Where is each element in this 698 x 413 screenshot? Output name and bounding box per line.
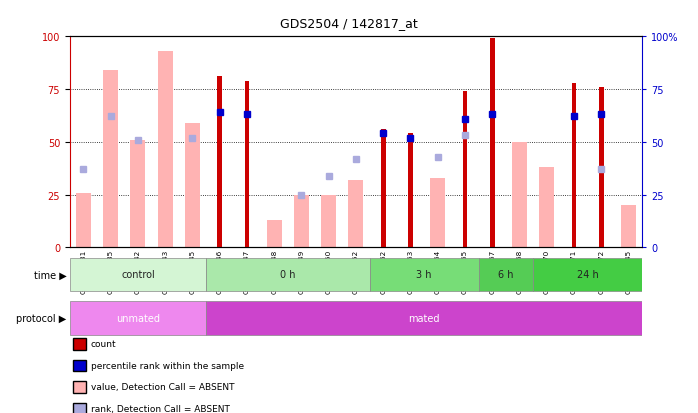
Bar: [540, 168, 554, 248]
Bar: [103, 71, 118, 248]
Bar: [621, 206, 636, 248]
Bar: [70, 301, 206, 335]
Text: value, Detection Call = ABSENT: value, Detection Call = ABSENT: [91, 382, 235, 392]
Bar: [512, 142, 527, 248]
Bar: [158, 52, 172, 248]
Bar: [70, 258, 206, 292]
Text: count: count: [91, 339, 117, 349]
Bar: [206, 301, 642, 335]
Text: control: control: [121, 270, 155, 280]
Bar: [131, 140, 145, 248]
Bar: [463, 92, 468, 248]
Bar: [408, 134, 413, 248]
Bar: [370, 258, 479, 292]
Bar: [490, 39, 495, 248]
Bar: [533, 258, 642, 292]
Bar: [185, 123, 200, 248]
Bar: [294, 195, 309, 248]
Text: percentile rank within the sample: percentile rank within the sample: [91, 361, 244, 370]
Text: rank, Detection Call = ABSENT: rank, Detection Call = ABSENT: [91, 404, 230, 413]
Bar: [479, 258, 533, 292]
Bar: [267, 221, 282, 248]
Bar: [217, 77, 222, 248]
Text: 0 h: 0 h: [280, 270, 295, 280]
Bar: [206, 258, 370, 292]
Text: mated: mated: [408, 313, 440, 323]
Text: time ▶: time ▶: [34, 270, 66, 280]
Text: 6 h: 6 h: [498, 270, 514, 280]
Text: GDS2504 / 142817_at: GDS2504 / 142817_at: [280, 17, 418, 29]
Text: protocol ▶: protocol ▶: [16, 313, 66, 323]
Text: unmated: unmated: [116, 313, 160, 323]
Bar: [244, 81, 249, 248]
Text: 24 h: 24 h: [577, 270, 598, 280]
Bar: [381, 130, 386, 248]
Bar: [572, 83, 577, 248]
Bar: [348, 180, 364, 248]
Bar: [76, 193, 91, 248]
Bar: [321, 195, 336, 248]
Text: 3 h: 3 h: [417, 270, 432, 280]
Bar: [599, 88, 604, 248]
Bar: [430, 178, 445, 248]
